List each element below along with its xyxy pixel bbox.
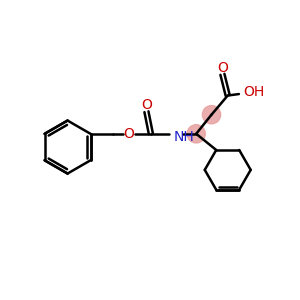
Text: O: O xyxy=(217,61,228,75)
Text: NH: NH xyxy=(173,130,194,144)
Text: O: O xyxy=(141,98,152,112)
Text: O: O xyxy=(123,127,134,141)
Circle shape xyxy=(187,125,205,143)
Circle shape xyxy=(202,106,220,124)
Text: OH: OH xyxy=(243,85,264,99)
